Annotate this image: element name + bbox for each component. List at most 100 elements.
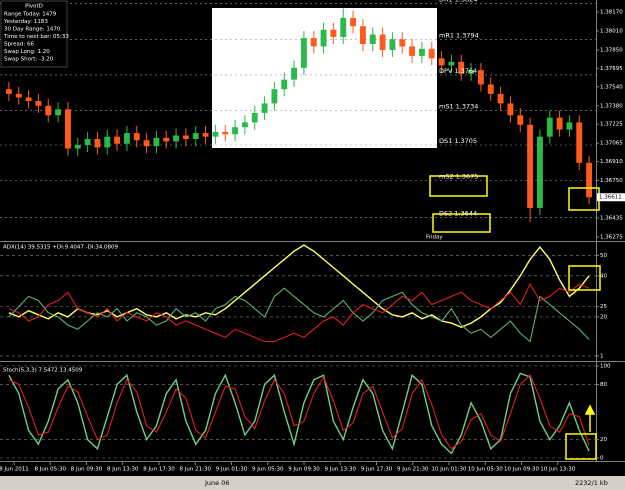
info-line: Spread: 66 bbox=[4, 42, 34, 48]
candle-body bbox=[94, 139, 101, 148]
candle-body bbox=[192, 133, 199, 140]
time-label: 8 Jun 05:30 bbox=[35, 467, 67, 473]
candle-body bbox=[300, 38, 307, 68]
y-tick-label: 1 bbox=[600, 353, 604, 359]
panel-title: Stoch(5,3,3) 7.5472 13.4509 bbox=[3, 368, 83, 374]
candle-body bbox=[320, 29, 327, 47]
pivot-label: DPV 1.3764 bbox=[439, 67, 477, 75]
current-price-label: 1.36611 bbox=[599, 195, 622, 201]
y-tick-label: 100 bbox=[600, 364, 611, 370]
y-tick-label: 1.36910 bbox=[600, 159, 623, 165]
time-label: 9 Jun 13:30 bbox=[325, 467, 357, 473]
candle-body bbox=[133, 133, 140, 141]
candle-body bbox=[310, 38, 317, 47]
candle-body bbox=[428, 48, 435, 59]
highlight-box bbox=[429, 175, 488, 197]
pivot-label: DS2 1.3644 bbox=[439, 209, 477, 217]
info-line: Time to next bar: 05:33 bbox=[3, 34, 69, 40]
candle-body bbox=[448, 61, 455, 66]
candle-body bbox=[546, 117, 553, 137]
info-line: Swap Short: -3.20 bbox=[4, 57, 54, 63]
candle-body bbox=[468, 70, 475, 74]
candle-body bbox=[507, 103, 514, 116]
y-tick-label: 1.37065 bbox=[600, 141, 623, 147]
y-tick-label: 25 bbox=[600, 304, 607, 310]
indicator-line bbox=[8, 282, 590, 343]
highlight-box bbox=[432, 213, 491, 233]
y-tick-label: 1.37850 bbox=[600, 47, 623, 53]
y-tick-label: 1.38010 bbox=[600, 28, 623, 34]
time-label: 9 Jun 09:30 bbox=[288, 467, 320, 473]
info-line: Yesterday: 1183 bbox=[3, 19, 48, 25]
indicator-line bbox=[8, 244, 590, 328]
candle-body bbox=[379, 34, 386, 50]
info-box bbox=[0, 0, 68, 68]
info-line: 30 Day Range: 1470 bbox=[4, 27, 61, 33]
time-label: 8 Jun 2011 bbox=[0, 467, 29, 473]
candle-body bbox=[182, 135, 189, 140]
panel-title: ADX(14) 39.5315 +DI:9.4047 -DI:34.0809 bbox=[3, 245, 119, 251]
info-line: Swap Long: 1.20 bbox=[4, 49, 50, 55]
indicator-line bbox=[8, 287, 590, 343]
candle-body bbox=[261, 103, 268, 113]
candle-body bbox=[45, 105, 52, 116]
highlight-box bbox=[568, 265, 601, 291]
y-tick-label: 20 bbox=[600, 314, 607, 320]
status-text: June 06 bbox=[204, 479, 230, 487]
candle-body bbox=[477, 70, 484, 85]
candle-body bbox=[153, 137, 160, 147]
pivot-label: DS1 1.3705 bbox=[439, 137, 477, 145]
info-line: Range Today: 1479 bbox=[4, 12, 57, 18]
time-label: 10 Jun 01:30 bbox=[432, 467, 467, 473]
session-label: Friday bbox=[426, 235, 443, 241]
y-tick-label: 1.38170 bbox=[600, 9, 623, 15]
candle-body bbox=[350, 17, 357, 27]
candle-body bbox=[5, 89, 12, 94]
indicator-line bbox=[8, 372, 590, 455]
status-text: 2232/1 kb bbox=[575, 479, 608, 487]
y-tick-label: 1.36750 bbox=[600, 178, 623, 184]
annotations bbox=[429, 175, 601, 460]
pivot-label: mS2 1.3675 bbox=[439, 173, 478, 181]
y-tick-label: 1.36435 bbox=[600, 216, 623, 222]
candle-body bbox=[64, 109, 71, 149]
candle-body bbox=[232, 127, 239, 135]
candle-body bbox=[55, 109, 62, 116]
candle-body bbox=[202, 133, 209, 137]
panel-frames bbox=[0, 0, 625, 462]
time-label: 9 Jun 21:30 bbox=[397, 467, 429, 473]
time-label: 9 Jun 01:30 bbox=[216, 467, 248, 473]
candle-body bbox=[409, 46, 416, 56]
time-label: 8 Jun 13:30 bbox=[107, 467, 139, 473]
candle-body bbox=[487, 84, 494, 94]
pivot-label: mS1 1.3734 bbox=[439, 103, 478, 111]
candle-body bbox=[438, 58, 445, 66]
candle-body bbox=[114, 136, 121, 144]
candle-body bbox=[74, 144, 81, 149]
marks bbox=[0, 3, 596, 459]
y-tick-label: 80 bbox=[600, 382, 607, 388]
pivot-label: DR1 1.3824 bbox=[439, 0, 477, 4]
y-tick-label: 1.36275 bbox=[600, 235, 623, 241]
candle-body bbox=[576, 122, 583, 163]
candle-body bbox=[251, 112, 258, 123]
candle-body bbox=[399, 39, 406, 47]
candle-body bbox=[566, 122, 573, 130]
y-tick-label: 1.37225 bbox=[600, 122, 623, 128]
current-price-box bbox=[597, 193, 625, 202]
candle-body bbox=[222, 131, 229, 135]
time-label: 9 Jun 17:30 bbox=[361, 467, 393, 473]
y-tick-label: 0 bbox=[600, 456, 604, 462]
candle-body bbox=[291, 67, 298, 80]
candle-body bbox=[35, 101, 42, 106]
candle-body bbox=[143, 140, 150, 147]
candle-body bbox=[84, 139, 91, 145]
y-tick-label: 1.37380 bbox=[600, 103, 623, 109]
candle-body bbox=[271, 89, 278, 104]
candle-body bbox=[359, 26, 366, 45]
candle-body bbox=[281, 79, 288, 90]
candle-body bbox=[517, 115, 524, 125]
time-label: 9 Jun 05:30 bbox=[252, 467, 284, 473]
time-label: 8 Jun 21:30 bbox=[180, 467, 212, 473]
y-tick-label: 1.37540 bbox=[600, 84, 623, 90]
